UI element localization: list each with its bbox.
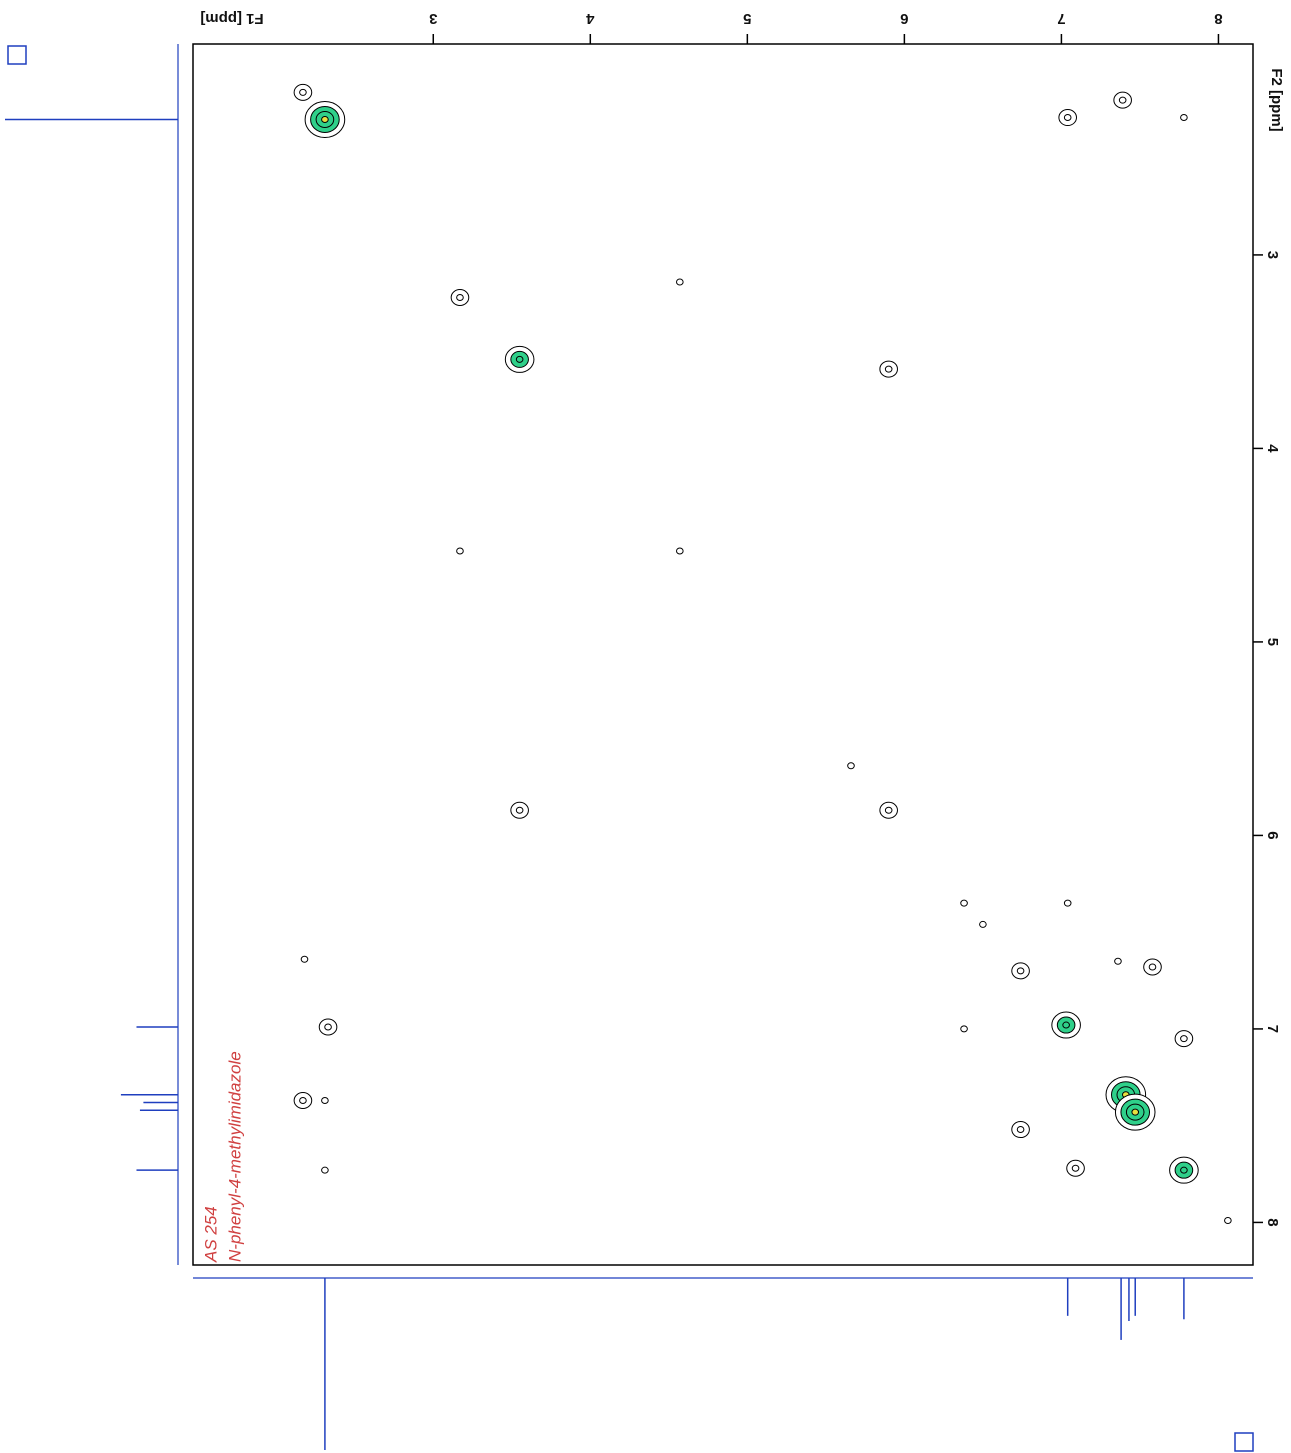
cross-peak xyxy=(321,1166,329,1174)
x-tick-label: 5 xyxy=(743,10,751,27)
contour-ring xyxy=(1180,1035,1188,1043)
cross-peak xyxy=(1224,1216,1232,1224)
contour-ring xyxy=(960,1025,968,1033)
cross-peak xyxy=(1011,962,1030,980)
cross-peak xyxy=(293,1092,313,1110)
x-tick-label: 6 xyxy=(900,10,908,27)
cross-peak xyxy=(960,1025,968,1033)
contour-ring xyxy=(1131,1108,1140,1116)
y-tick-label: 3 xyxy=(1264,251,1281,259)
cross-peak xyxy=(293,83,313,101)
contour-ring xyxy=(960,899,968,907)
cross-peak xyxy=(1063,899,1072,907)
contour-ring xyxy=(1062,1021,1070,1029)
cross-peak xyxy=(304,100,346,138)
x-axis-label: F1 [ppm] xyxy=(200,10,263,27)
contour-ring xyxy=(321,1166,329,1174)
contour-ring xyxy=(847,762,855,770)
contour-ring xyxy=(321,115,329,123)
cross-peak xyxy=(1058,109,1077,127)
y-tick-label: 4 xyxy=(1264,444,1281,453)
cross-peak xyxy=(300,955,309,963)
cross-peak xyxy=(1143,958,1162,976)
cross-peak xyxy=(1011,1121,1030,1139)
contour-ring xyxy=(1063,114,1072,122)
y-tick-label: 5 xyxy=(1264,638,1281,646)
contour-ring xyxy=(884,365,893,373)
contour-ring xyxy=(321,1097,329,1105)
cross-peak xyxy=(318,1018,338,1036)
contour-ring xyxy=(299,88,307,96)
plot-frame xyxy=(192,43,1254,1266)
cross-peak xyxy=(450,288,470,306)
contour-ring xyxy=(1114,957,1122,965)
compound-name: N-phenyl-4-methylimidazole xyxy=(225,1051,244,1262)
corner-icon[interactable] xyxy=(1234,1432,1254,1452)
contour-ring xyxy=(1016,967,1025,975)
contour-ring xyxy=(1063,899,1072,907)
contour-ring xyxy=(1180,1166,1188,1174)
contour-ring xyxy=(979,920,987,928)
cross-peak xyxy=(960,899,968,907)
contour-ring xyxy=(456,547,464,555)
contour-ring xyxy=(324,1023,332,1031)
x-tick-label: 8 xyxy=(1214,10,1222,27)
contour-ring xyxy=(300,955,309,963)
cross-peak xyxy=(1051,1011,1081,1039)
contour-ring xyxy=(1071,1164,1080,1172)
contour-ring xyxy=(676,278,684,286)
cross-peak xyxy=(321,1097,329,1105)
y-tick-label: 6 xyxy=(1264,831,1281,839)
cross-peak xyxy=(1066,1159,1085,1177)
x-tick-label: 3 xyxy=(429,10,437,27)
cross-peak xyxy=(1169,1156,1199,1184)
contour-ring xyxy=(1224,1216,1232,1224)
contour-ring xyxy=(456,293,464,301)
y-tick-label: 7 xyxy=(1264,1025,1281,1033)
corner-icon[interactable] xyxy=(7,45,27,65)
contour-ring xyxy=(1118,96,1127,104)
contour-ring xyxy=(676,547,684,555)
cross-peak xyxy=(847,762,855,770)
contour-ring xyxy=(1148,963,1157,971)
cross-peak xyxy=(1174,1030,1194,1048)
cross-peak xyxy=(456,547,464,555)
cross-peak xyxy=(879,360,898,378)
contour-ring xyxy=(515,806,524,814)
contour-ring xyxy=(299,1097,307,1105)
contour-ring xyxy=(515,355,524,363)
contour-ring xyxy=(1180,114,1188,122)
sample-id: AS 254 xyxy=(201,1206,220,1263)
cross-peak xyxy=(676,278,684,286)
cross-peak xyxy=(1114,1093,1156,1131)
cross-peak xyxy=(1105,1076,1147,1114)
cross-peak xyxy=(510,801,529,819)
cross-peak xyxy=(1180,114,1188,122)
x-tick-label: 7 xyxy=(1057,10,1065,27)
cross-peak xyxy=(504,345,535,373)
cross-peak xyxy=(979,920,987,928)
y-tick-label: 8 xyxy=(1264,1218,1281,1226)
contour-ring xyxy=(1016,1126,1025,1134)
contour-ring xyxy=(884,806,893,814)
cross-peak xyxy=(1113,91,1132,109)
y-axis-label: F2 [ppm] xyxy=(1268,68,1285,131)
cross-peak xyxy=(676,547,684,555)
cross-peak xyxy=(879,801,898,819)
x-tick-label: 4 xyxy=(585,10,594,27)
cross-peak xyxy=(1114,957,1122,965)
